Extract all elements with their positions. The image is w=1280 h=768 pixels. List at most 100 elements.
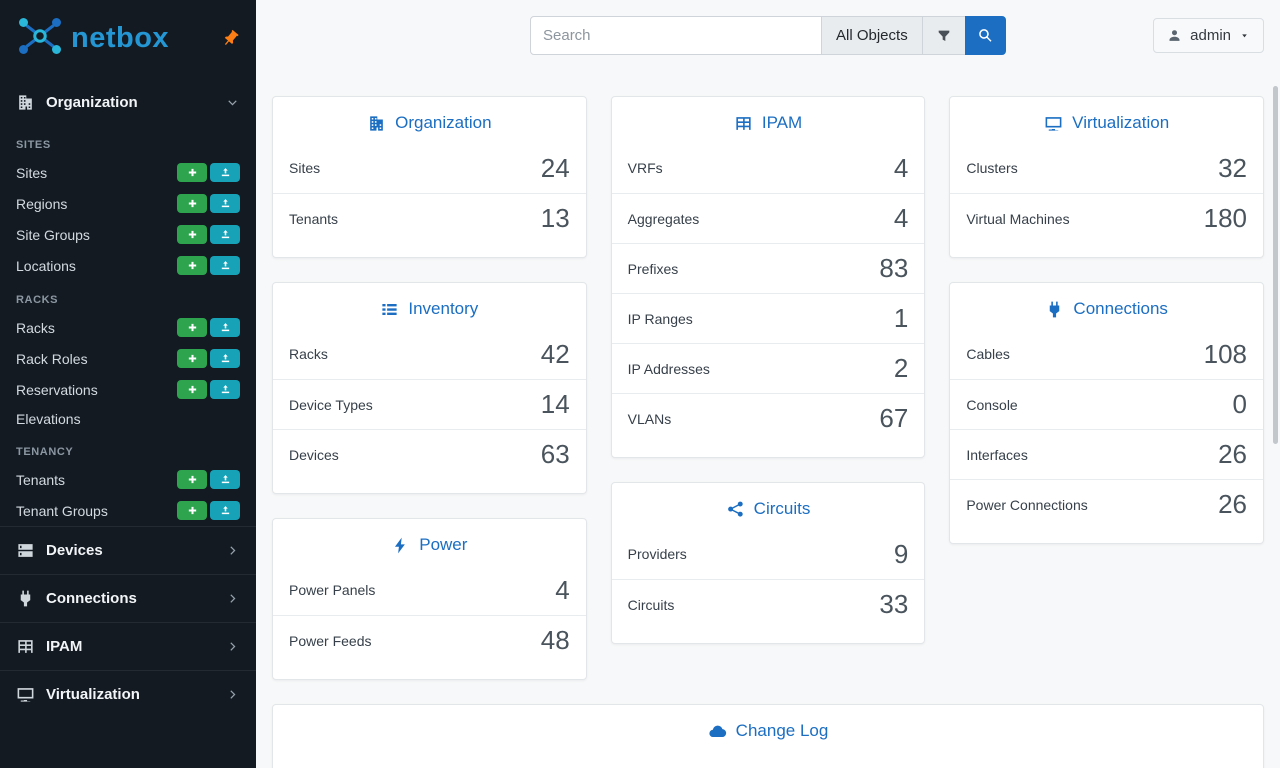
user-menu-button[interactable]: admin: [1153, 18, 1264, 53]
stat-value: 42: [540, 338, 570, 369]
stat-value: 180: [1203, 203, 1248, 233]
card-circuits: Circuits Providers 9 Circuits 33: [610, 482, 926, 644]
add-button[interactable]: [177, 225, 207, 244]
add-button[interactable]: [177, 501, 207, 520]
stat-label: VRFs: [627, 160, 663, 176]
import-button[interactable]: [210, 380, 240, 399]
stat-row-power-feeds[interactable]: Power Feeds 48: [273, 615, 586, 665]
sidebar-item-elevations[interactable]: Elevations: [0, 405, 256, 433]
stat-row-device-types[interactable]: Device Types 14: [273, 379, 586, 429]
stat-label: IP Addresses: [627, 360, 710, 377]
sidebar-item-sites[interactable]: Sites: [0, 157, 256, 188]
add-button[interactable]: [177, 163, 207, 182]
sidebar-item-label: Sites: [16, 164, 48, 181]
stat-row-providers[interactable]: Providers 9: [612, 529, 925, 579]
dashboard-column: Organization Sites 24 Tenants 13 Inventory Rac…: [272, 96, 587, 680]
add-button[interactable]: [177, 194, 207, 213]
import-button[interactable]: [210, 163, 240, 182]
stat-label: Aggregates: [627, 210, 700, 227]
add-button[interactable]: [177, 318, 207, 337]
stat-row-power-connections[interactable]: Power Connections 26: [950, 479, 1264, 529]
sidebar-item-regions[interactable]: Regions: [0, 188, 256, 219]
sidebar-item-tenants[interactable]: Tenants: [0, 464, 256, 495]
import-button[interactable]: [210, 194, 240, 213]
item-actions: [177, 163, 240, 182]
import-button[interactable]: [210, 318, 240, 337]
plus-icon: [187, 198, 198, 209]
stat-row-ip-addresses[interactable]: IP Addresses 2: [611, 343, 925, 393]
stat-row-vlans[interactable]: VLANs 67: [611, 393, 925, 443]
stat-row-prefixes[interactable]: Prefixes 83: [611, 243, 925, 293]
card-title: Circuits: [612, 483, 925, 529]
import-button[interactable]: [210, 256, 240, 275]
stat-row-aggregates[interactable]: Aggregates 4: [611, 193, 925, 243]
sidebar-item-site-groups[interactable]: Site Groups: [0, 219, 256, 250]
filter-button[interactable]: [921, 16, 966, 55]
sidebar-item-reservations[interactable]: Reservations: [0, 374, 256, 405]
import-button[interactable]: [210, 225, 240, 244]
stat-label: Prefixes: [627, 260, 679, 277]
stat-label: Virtual Machines: [966, 210, 1070, 227]
plus-icon: [187, 384, 198, 395]
stat-row-devices[interactable]: Devices 63: [273, 429, 586, 479]
stat-row-vrfs[interactable]: VRFs 4: [612, 143, 925, 193]
stat-value: 4: [893, 203, 909, 233]
stat-value: 9: [893, 538, 909, 569]
stat-row-tenants[interactable]: Tenants 13: [273, 193, 586, 243]
import-button[interactable]: [210, 470, 240, 489]
stat-value: 26: [1218, 439, 1248, 469]
sidebar-item-racks[interactable]: Racks: [0, 312, 256, 343]
building-icon: [16, 93, 35, 112]
stat-value: 14: [540, 389, 570, 419]
import-button[interactable]: [210, 349, 240, 368]
sidebar-item-label: Locations: [16, 257, 76, 274]
search-input[interactable]: [530, 16, 822, 55]
search-button[interactable]: [964, 16, 1006, 55]
scrollbar-thumb[interactable]: [1273, 86, 1278, 444]
user-menu-label: admin: [1190, 27, 1231, 44]
sidebar-section-ipam[interactable]: IPAM: [0, 622, 256, 670]
add-button[interactable]: [177, 256, 207, 275]
sidebar-section-label: IPAM: [46, 638, 83, 655]
sidebar-item-rack-roles[interactable]: Rack Roles: [0, 343, 256, 374]
sidebar-section-label: Connections: [46, 590, 137, 607]
sidebar-section-devices[interactable]: Devices: [0, 526, 256, 574]
stat-row-interfaces[interactable]: Interfaces 26: [950, 429, 1264, 479]
search-group: All Objects: [530, 16, 1006, 55]
person-icon: [1167, 28, 1182, 43]
stat-row-ip-ranges[interactable]: IP Ranges 1: [611, 293, 925, 343]
object-type-button[interactable]: All Objects: [821, 16, 923, 55]
import-button[interactable]: [210, 501, 240, 520]
list-icon: [380, 300, 399, 319]
pin-icon[interactable]: [217, 25, 244, 52]
stat-row-sites[interactable]: Sites 24: [273, 143, 586, 193]
card-title-text: Circuits: [753, 499, 811, 518]
sidebar-item-tenant-groups[interactable]: Tenant Groups: [0, 495, 256, 526]
sidebar-section-connections[interactable]: Connections: [0, 574, 256, 622]
stat-label: Power Panels: [289, 582, 376, 598]
card-title-text: Organization: [395, 113, 492, 132]
add-button[interactable]: [177, 380, 207, 399]
sidebar-section-organization[interactable]: Organization: [0, 79, 256, 126]
sidebar-item-label: Racks: [16, 319, 55, 336]
stat-row-cables[interactable]: Cables 108: [950, 329, 1263, 379]
stat-row-power-panels[interactable]: Power Panels 4: [273, 565, 586, 615]
item-actions: [177, 318, 240, 337]
add-button[interactable]: [177, 470, 207, 489]
stat-row-clusters[interactable]: Clusters 32: [950, 143, 1263, 193]
table-icon: [734, 114, 753, 133]
netbox-logo[interactable]: netbox: [16, 16, 169, 61]
monitor-icon: [16, 685, 35, 704]
plus-icon: [187, 167, 198, 178]
caret-down-icon: [1239, 30, 1250, 41]
stat-row-circuits[interactable]: Circuits 33: [611, 579, 925, 629]
sidebar-section-virtualization[interactable]: Virtualization: [0, 670, 256, 718]
stat-row-virtual-machines[interactable]: Virtual Machines 180: [950, 193, 1264, 243]
sidebar-item-locations[interactable]: Locations: [0, 250, 256, 281]
stat-row-racks[interactable]: Racks 42: [273, 329, 586, 379]
card-title: Change Log: [273, 705, 1263, 751]
add-button[interactable]: [177, 349, 207, 368]
stat-row-console[interactable]: Console 0: [950, 379, 1264, 429]
upload-icon: [220, 198, 231, 209]
card-title-text: Power: [419, 535, 468, 554]
